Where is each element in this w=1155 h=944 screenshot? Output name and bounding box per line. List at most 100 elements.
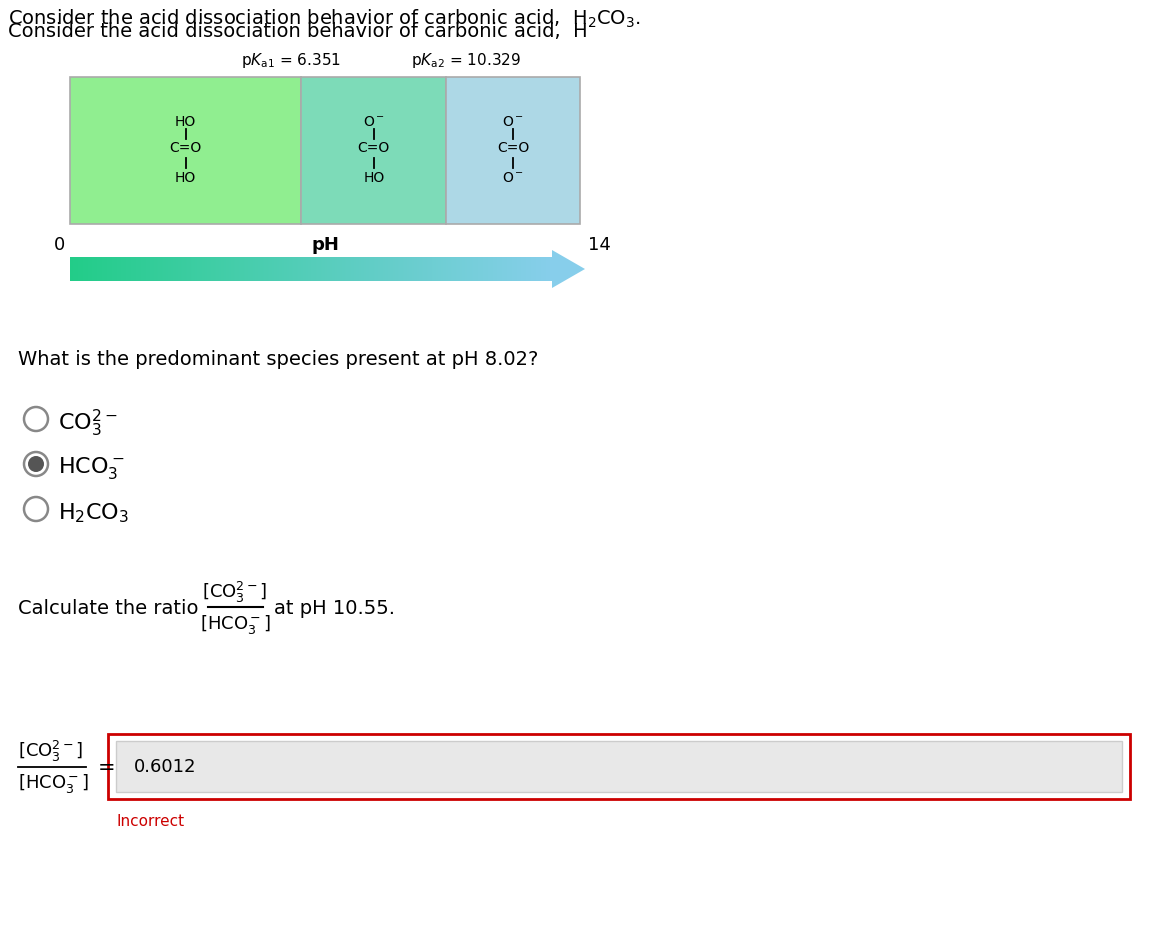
Bar — [109, 734, 1130, 800]
Bar — [129, 258, 131, 281]
Bar — [211, 258, 213, 281]
Bar — [232, 258, 233, 281]
Bar — [326, 258, 327, 281]
Bar — [128, 258, 129, 281]
Bar — [266, 258, 268, 281]
Text: $[\mathrm{HCO_3^-}]$: $[\mathrm{HCO_3^-}]$ — [200, 613, 270, 636]
Bar — [344, 258, 346, 281]
Text: $[\mathrm{CO_3^{2-}}]$: $[\mathrm{CO_3^{2-}}]$ — [18, 738, 83, 764]
Bar — [276, 258, 277, 281]
Bar — [182, 258, 184, 281]
Bar — [404, 258, 405, 281]
Bar — [249, 258, 252, 281]
Bar — [395, 258, 396, 281]
Bar — [213, 258, 215, 281]
Bar — [491, 258, 492, 281]
Bar — [258, 258, 260, 281]
Bar — [430, 258, 432, 281]
Bar — [401, 258, 403, 281]
Bar — [81, 258, 83, 281]
Bar — [379, 258, 380, 281]
Bar — [549, 258, 551, 281]
Bar — [448, 258, 449, 281]
Bar — [363, 258, 364, 281]
Bar — [96, 258, 97, 281]
Bar — [483, 258, 484, 281]
Text: O$^-$: O$^-$ — [502, 170, 524, 184]
Bar — [434, 258, 437, 281]
Bar — [367, 258, 368, 281]
Bar — [393, 258, 395, 281]
Text: Consider the acid dissociation behavior of carbonic acid,  H: Consider the acid dissociation behavior … — [755, 22, 1155, 41]
Bar — [247, 258, 248, 281]
Bar — [527, 258, 528, 281]
Bar — [263, 258, 264, 281]
Bar — [440, 258, 441, 281]
Bar — [150, 258, 152, 281]
Bar — [334, 258, 335, 281]
Bar — [385, 258, 387, 281]
Bar — [158, 258, 161, 281]
Bar — [507, 258, 508, 281]
Text: Consider the acid dissociation behavior of carbonic acid,  $\mathregular{H_2CO_3: Consider the acid dissociation behavior … — [8, 8, 641, 30]
Bar — [474, 258, 475, 281]
Bar — [120, 258, 121, 281]
Bar — [255, 258, 256, 281]
Bar — [492, 258, 494, 281]
Bar — [535, 258, 536, 281]
Bar — [134, 258, 136, 281]
Bar — [139, 258, 141, 281]
Bar — [551, 258, 552, 281]
Bar — [343, 258, 344, 281]
Bar — [330, 258, 331, 281]
Bar — [110, 258, 112, 281]
Text: pH: pH — [311, 236, 338, 254]
Bar — [429, 258, 430, 281]
Bar — [358, 258, 359, 281]
Bar — [170, 258, 171, 281]
Bar — [313, 258, 314, 281]
Bar — [166, 258, 167, 281]
Bar — [281, 258, 282, 281]
Bar — [364, 258, 366, 281]
Text: C=O: C=O — [358, 142, 390, 156]
Bar — [342, 258, 343, 281]
Bar — [83, 258, 84, 281]
Bar — [70, 78, 301, 225]
Bar — [221, 258, 223, 281]
Bar — [131, 258, 133, 281]
Bar — [282, 258, 284, 281]
Bar — [84, 258, 87, 281]
Bar — [215, 258, 216, 281]
Bar — [539, 258, 541, 281]
Bar — [515, 258, 516, 281]
Bar — [338, 258, 340, 281]
Bar — [348, 258, 350, 281]
Bar — [412, 258, 413, 281]
Bar — [286, 258, 289, 281]
Bar — [174, 258, 176, 281]
Bar — [104, 258, 105, 281]
Text: $[\mathrm{HCO_3^-}]$: $[\mathrm{HCO_3^-}]$ — [18, 771, 89, 794]
Bar — [389, 258, 392, 281]
Bar — [171, 258, 173, 281]
Bar — [109, 258, 110, 281]
Bar — [383, 258, 385, 281]
Bar — [75, 258, 76, 281]
Bar — [181, 258, 182, 281]
Bar — [124, 258, 125, 281]
Circle shape — [24, 452, 49, 477]
Bar — [260, 258, 261, 281]
Text: p$K_{\mathregular{a1}}$ = 6.351: p$K_{\mathregular{a1}}$ = 6.351 — [241, 51, 342, 70]
Bar — [97, 258, 99, 281]
Bar — [179, 258, 181, 281]
Bar — [237, 258, 239, 281]
Bar — [204, 258, 207, 281]
Bar — [453, 258, 454, 281]
Bar — [187, 258, 189, 281]
Bar — [471, 258, 474, 281]
Bar — [463, 258, 465, 281]
Bar — [418, 258, 420, 281]
Bar — [216, 258, 218, 281]
Bar — [340, 258, 342, 281]
